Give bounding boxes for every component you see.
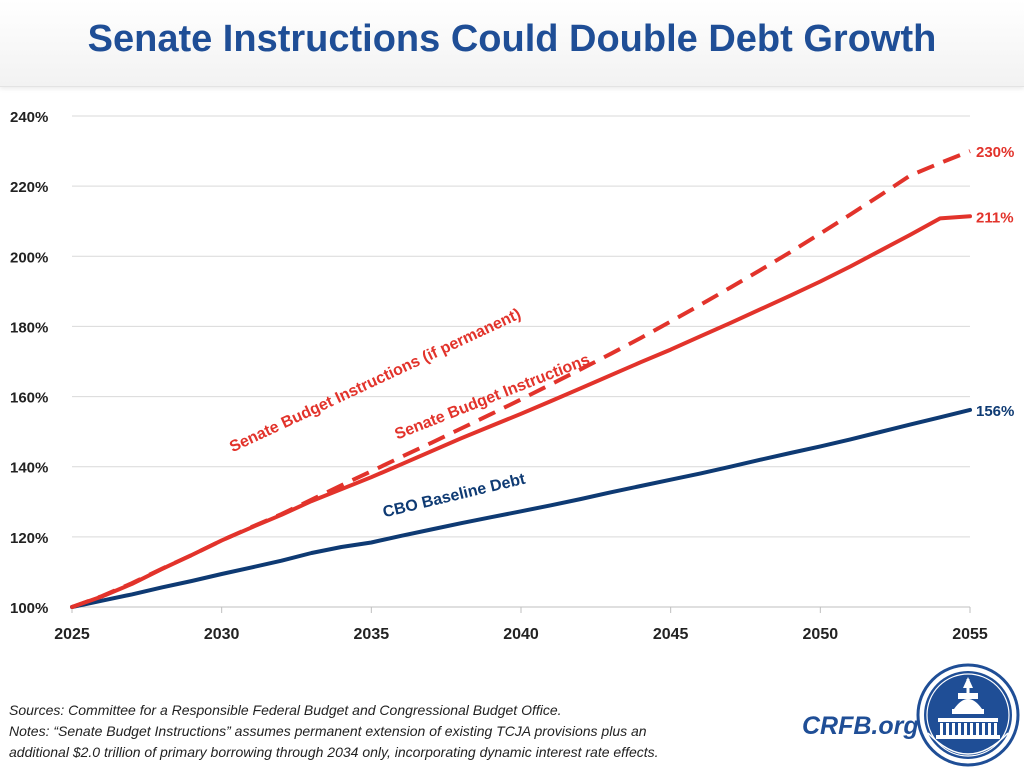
capitol-seal-logo xyxy=(916,663,1020,767)
notes-text-line1: Notes: “Senate Budget Instructions” assu… xyxy=(9,723,647,739)
y-tick-label: 140% xyxy=(10,460,48,477)
series-line xyxy=(70,214,972,609)
series-line xyxy=(70,407,972,609)
x-tick-label: 2030 xyxy=(204,626,240,643)
x-tick-label: 2040 xyxy=(503,626,539,643)
y-tick-label: 240% xyxy=(10,109,48,126)
y-tick-label: 200% xyxy=(10,249,48,266)
x-tick-label: 2050 xyxy=(803,626,839,643)
y-tick-label: 180% xyxy=(10,319,48,336)
footer-notes: Sources: Committee for a Responsible Fed… xyxy=(9,700,799,763)
series-end-label: 230% xyxy=(976,144,1014,161)
x-tick-label: 2055 xyxy=(952,626,988,643)
sources-text: Sources: Committee for a Responsible Fed… xyxy=(9,702,562,718)
y-tick-label: 100% xyxy=(10,600,48,617)
y-tick-label: 220% xyxy=(10,179,48,196)
title-bar xyxy=(0,0,1024,87)
line-chart: 100% 120% 140% 160% 180% 200% 220% 240% 2025 2030… xyxy=(10,109,1014,643)
x-tick-label: 2035 xyxy=(354,626,390,643)
site-link[interactable]: CRFB.org xyxy=(802,712,919,740)
x-tick-label: 2045 xyxy=(653,626,689,643)
series-end-label: 211% xyxy=(976,209,1014,226)
x-tick-label: 2025 xyxy=(54,626,90,643)
y-tick-label: 160% xyxy=(10,390,48,407)
notes-text-line2: additional $2.0 trillion of primary borr… xyxy=(9,744,659,760)
series-inline-label: Senate Budget Instructions (if permanent… xyxy=(227,306,523,456)
y-tick-label: 120% xyxy=(10,530,48,547)
page-title: Senate Instructions Could Double Debt Gr… xyxy=(87,18,937,60)
series-end-label: 156% xyxy=(976,403,1014,420)
